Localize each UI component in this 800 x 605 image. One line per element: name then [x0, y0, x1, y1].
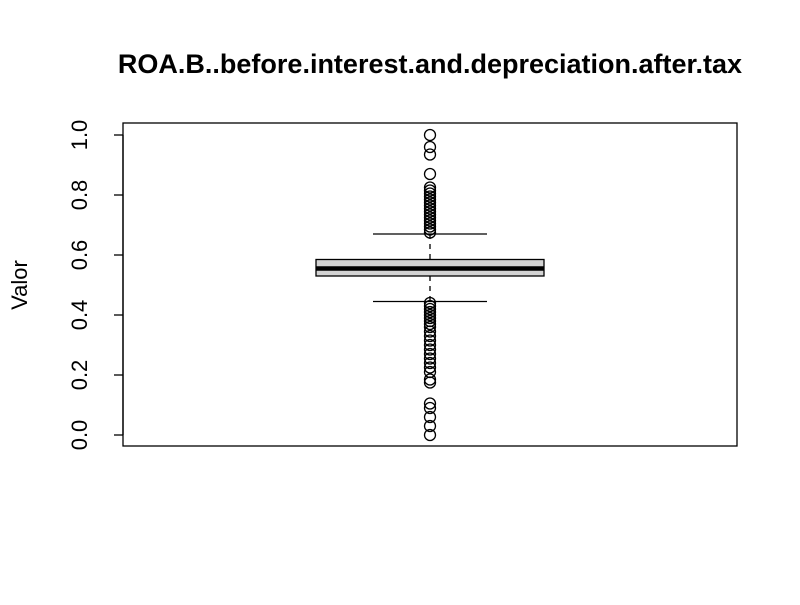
- outlier-point: [423, 397, 437, 410]
- outlier-point: [423, 347, 437, 361]
- outlier-point: [423, 410, 437, 424]
- outlier-point: [423, 419, 437, 433]
- y-tick-label: 0.4: [67, 300, 92, 331]
- outlier-point: [423, 401, 437, 415]
- outlier-point: [423, 373, 437, 386]
- chart-title: ROA.B..before.interest.and.depreciation.…: [118, 49, 742, 79]
- y-axis: 0.0 0.2 0.4 0.6 0.8 1.0: [67, 120, 124, 451]
- boxplot: [315, 233, 545, 303]
- outlier-point: [423, 302, 437, 316]
- outlier-point: [423, 223, 437, 236]
- outlier-point: [423, 428, 437, 442]
- outlier-point: [423, 181, 437, 194]
- outlier-point: [423, 193, 437, 206]
- outlier-point: [423, 314, 437, 328]
- outlier-point: [423, 187, 437, 200]
- outlier-point: [423, 190, 437, 203]
- outlier-point: [423, 299, 437, 313]
- outlier-point: [423, 199, 437, 212]
- outlier-point: [423, 220, 437, 233]
- outlier-point: [423, 361, 437, 374]
- outlier-point: [423, 205, 437, 218]
- outlier-point: [423, 296, 437, 310]
- y-tick-label: 0.6: [67, 240, 92, 271]
- outlier-points: [423, 128, 437, 442]
- outlier-point: [423, 338, 437, 352]
- outlier-point: [423, 352, 437, 365]
- outlier-point: [423, 208, 437, 221]
- outlier-point: [423, 356, 437, 370]
- outlier-point: [423, 196, 437, 209]
- y-axis-label: Valor: [7, 260, 32, 310]
- outlier-point: [423, 334, 437, 347]
- outlier-point: [423, 167, 437, 181]
- outlier-point: [423, 365, 437, 379]
- y-tick-label: 0.2: [67, 360, 92, 391]
- outlier-point: [423, 140, 437, 154]
- outlier-point: [423, 343, 437, 356]
- outlier-point: [423, 329, 437, 343]
- outlier-point: [423, 184, 437, 197]
- outlier-point: [423, 317, 437, 331]
- y-tick-label: 0.8: [67, 180, 92, 211]
- outlier-point: [423, 148, 437, 161]
- outlier-point: [423, 308, 437, 322]
- outlier-point: [423, 214, 437, 227]
- outlier-point: [423, 217, 437, 230]
- outlier-point: [423, 305, 437, 319]
- y-tick-label: 0.0: [67, 420, 92, 451]
- outlier-point: [423, 211, 437, 224]
- outlier-point: [423, 320, 437, 334]
- outlier-point: [423, 128, 437, 142]
- outlier-point: [423, 311, 437, 325]
- outlier-point: [423, 202, 437, 215]
- outlier-point: [423, 226, 437, 239]
- y-tick-label: 1.0: [67, 120, 92, 151]
